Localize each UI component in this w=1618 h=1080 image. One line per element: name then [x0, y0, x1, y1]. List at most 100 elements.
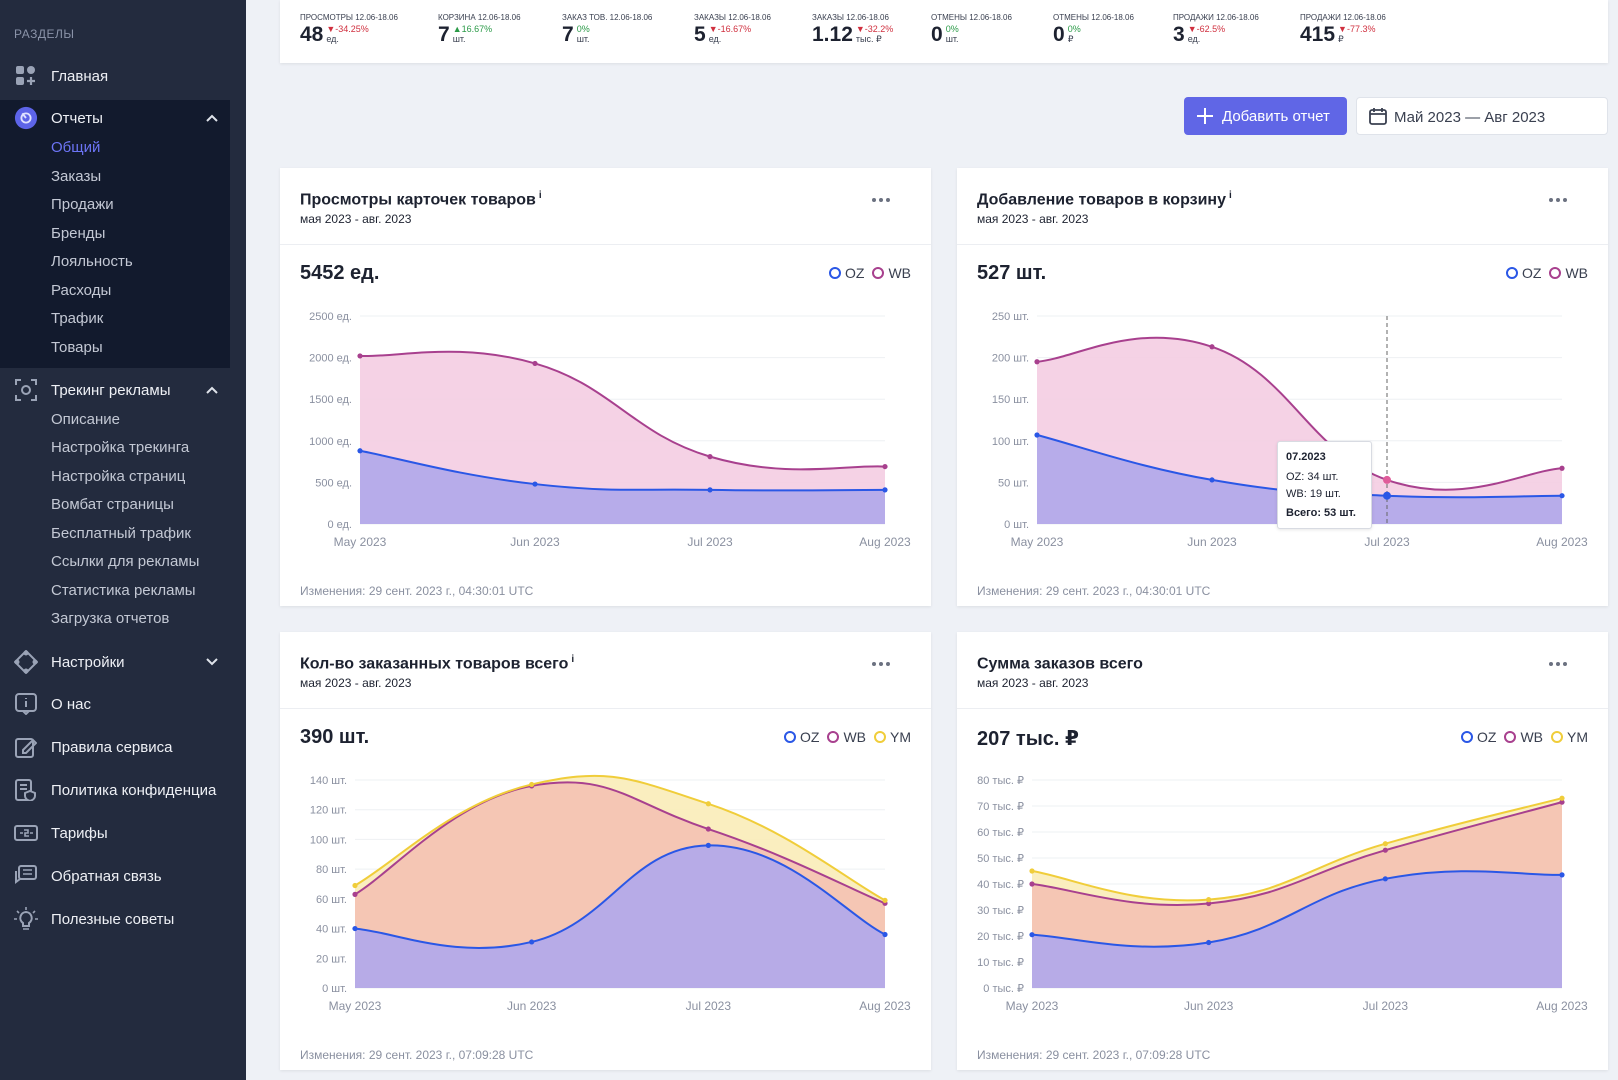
data-point[interactable]	[352, 882, 358, 889]
data-point[interactable]	[1029, 868, 1035, 874]
add-report-button[interactable]: Добавить отчет	[1184, 97, 1347, 135]
sidebar-subitem-free-traffic[interactable]: Бесплатный трафик	[51, 525, 191, 542]
info-icon[interactable]: i	[538, 190, 542, 201]
date-range-picker[interactable]: Май 2023 — Авг 2023	[1356, 97, 1608, 135]
data-point[interactable]	[357, 448, 363, 454]
legend-item[interactable]: OZ	[828, 265, 864, 281]
legend-marker-icon	[1505, 267, 1518, 279]
sidebar-item-reports[interactable]: Отчеты	[0, 98, 246, 138]
kpi-unit: ₽	[1338, 34, 1344, 44]
legend-item[interactable]: WB	[1504, 729, 1543, 745]
data-point[interactable]	[357, 353, 363, 359]
sidebar-item-about[interactable]: О нас	[0, 684, 246, 724]
data-point[interactable]	[882, 931, 888, 938]
chevron-down-icon[interactable]	[204, 654, 220, 670]
data-point[interactable]	[1559, 872, 1565, 878]
legend-item[interactable]: OZ	[783, 729, 819, 745]
legend-item[interactable]: WB	[1549, 265, 1588, 281]
sidebar-subitem-sales[interactable]: Продажи	[51, 196, 114, 213]
chevron-up-icon[interactable]	[204, 110, 220, 126]
data-point[interactable]	[1209, 477, 1215, 483]
data-point[interactable]	[532, 360, 538, 367]
data-point[interactable]	[1029, 881, 1035, 887]
data-point[interactable]	[1206, 897, 1212, 903]
y-tick-label: 0 тыс. ₽	[983, 983, 1024, 995]
sidebar-item-home[interactable]: Главная	[0, 56, 246, 96]
data-point[interactable]	[882, 487, 888, 493]
data-point[interactable]	[882, 897, 888, 903]
sidebar-subitem-products[interactable]: Товары	[51, 339, 103, 356]
legend-label: WB	[1520, 729, 1543, 745]
sidebar-subitem-description[interactable]: Описание	[51, 411, 121, 428]
data-point[interactable]	[705, 826, 711, 832]
kpi-value: 7	[562, 23, 574, 46]
sidebar-item-tariffs[interactable]: Тарифы	[0, 813, 246, 853]
area-chart: 0 шт. 50 шт. 100 шт. 150 шт. 200 шт. 250 шт. M…	[992, 311, 1588, 549]
info-icon[interactable]: i	[1228, 190, 1232, 201]
sidebar-subitem-pages-setup[interactable]: Настройка страниц	[51, 468, 186, 485]
sidebar-subitem-report-upload[interactable]: Загрузка отчетов	[51, 610, 170, 627]
data-point[interactable]	[1382, 841, 1388, 847]
data-point[interactable]	[352, 891, 358, 897]
data-point[interactable]	[1206, 900, 1212, 907]
sidebar-item-tips[interactable]: Полезные советы	[0, 899, 246, 939]
sidebar-subitem-loyalty[interactable]: Лояльность	[51, 253, 133, 270]
sidebar-subitem-tracking-setup[interactable]: Настройка трекинга	[51, 439, 190, 456]
data-point[interactable]	[529, 939, 535, 945]
data-point[interactable]	[1559, 465, 1565, 471]
more-options-icon[interactable]	[1546, 654, 1570, 674]
more-options-icon[interactable]	[1546, 190, 1570, 210]
sidebar-subitem-ad-links[interactable]: Ссылки для рекламы	[51, 553, 200, 570]
legend-marker-icon	[1549, 267, 1562, 279]
data-point[interactable]	[1034, 432, 1040, 438]
more-options-icon[interactable]	[869, 654, 893, 674]
sidebar-item-ad-tracking[interactable]: Трекинг рекламы	[0, 370, 246, 410]
legend-item[interactable]: YM	[1551, 729, 1588, 745]
data-point[interactable]	[1382, 876, 1388, 882]
legend-item[interactable]: WB	[827, 729, 866, 745]
data-point[interactable]	[532, 481, 538, 487]
data-point[interactable]	[1559, 799, 1565, 805]
sidebar-subitem-orders[interactable]: Заказы	[51, 168, 102, 185]
kpi-title: Корзина 12.06-18.06	[438, 13, 521, 22]
data-point[interactable]	[705, 801, 711, 807]
data-point[interactable]	[707, 454, 713, 460]
sidebar-subitem-brands[interactable]: Бренды	[51, 225, 106, 242]
product-views-card: Просмотры карточек товаров i мая 2023 - ав…	[280, 168, 931, 606]
sidebar-subitem-wombat-pages[interactable]: Вомбат страницы	[51, 496, 174, 513]
x-tick-label: May 2023	[329, 999, 382, 1013]
data-point[interactable]	[882, 463, 888, 470]
area-chart: 0 ед. 500 ед. 1000 ед. 1500 ед. 2000 ед. 2500…	[309, 311, 911, 549]
data-point[interactable]	[1559, 493, 1565, 499]
chevron-up-icon[interactable]	[204, 382, 220, 398]
legend-marker-icon	[1460, 731, 1473, 743]
legend-item[interactable]: YM	[874, 729, 911, 745]
card-total: 207 тыс. ₽	[977, 728, 1079, 750]
legend-item[interactable]: OZ	[1460, 729, 1496, 745]
data-point[interactable]	[705, 842, 711, 848]
divider	[280, 244, 931, 245]
data-point[interactable]	[1559, 795, 1565, 801]
sidebar-item-privacy[interactable]: Политика конфиденциа	[0, 770, 246, 810]
legend-item[interactable]: OZ	[1505, 265, 1541, 281]
sidebar-subitem-traffic[interactable]: Трафик	[51, 310, 104, 327]
data-point[interactable]	[707, 487, 713, 493]
data-point[interactable]	[1029, 932, 1035, 938]
data-point[interactable]	[1034, 359, 1040, 365]
series-area-oz	[1037, 434, 1562, 524]
more-options-icon[interactable]	[869, 190, 893, 210]
data-point[interactable]	[1209, 344, 1215, 350]
data-point[interactable]	[1206, 939, 1212, 946]
data-point[interactable]	[1382, 847, 1388, 853]
y-tick-label: 70 тыс. ₽	[977, 801, 1024, 813]
sidebar-item-settings[interactable]: Настройки	[0, 642, 246, 682]
sidebar-subitem-general[interactable]: Общий	[51, 139, 101, 156]
sidebar-subitem-expenses[interactable]: Расходы	[51, 282, 112, 299]
sidebar-item-terms[interactable]: Правила сервиса	[0, 727, 246, 767]
sidebar-item-feedback[interactable]: Обратная связь	[0, 856, 246, 896]
legend-item[interactable]: WB	[872, 265, 911, 281]
sidebar-subitem-ad-stats[interactable]: Статистика рекламы	[51, 582, 196, 599]
data-point[interactable]	[352, 925, 358, 932]
info-icon[interactable]: i	[571, 654, 575, 665]
data-point[interactable]	[529, 781, 535, 788]
